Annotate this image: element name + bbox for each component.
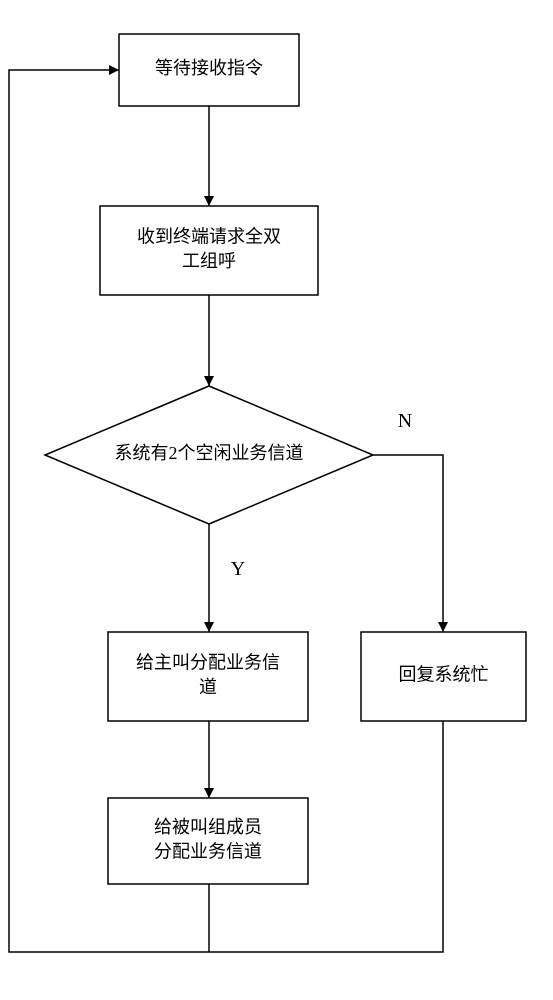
node-n4: 给主叫分配业务信道	[108, 632, 308, 721]
node-n3: 系统有2个空闲业务信道	[45, 386, 373, 524]
node-text: 回复系统忙	[399, 665, 489, 685]
node-text: 等待接收指令	[155, 58, 263, 78]
node-n6: 给被叫组成员分配业务信道	[108, 798, 308, 884]
flow-edge	[373, 455, 443, 632]
edge-label: Y	[231, 558, 245, 580]
node-text: 收到终端请求全双	[137, 226, 281, 246]
node-text: 工组呼	[182, 251, 236, 271]
flow-nodes: 等待接收指令收到终端请求全双工组呼系统有2个空闲业务信道给主叫分配业务信道回复系…	[45, 34, 526, 884]
node-n2: 收到终端请求全双工组呼	[100, 206, 318, 295]
node-text: 分配业务信道	[154, 841, 262, 861]
node-text: 道	[199, 677, 217, 697]
node-text: 给主叫分配业务信	[136, 652, 280, 672]
edge-label: N	[398, 410, 412, 432]
node-n5: 回复系统忙	[361, 632, 526, 721]
node-text: 给被叫组成员	[154, 817, 262, 837]
node-text: 系统有2个空闲业务信道	[115, 443, 304, 463]
node-n1: 等待接收指令	[119, 34, 299, 106]
